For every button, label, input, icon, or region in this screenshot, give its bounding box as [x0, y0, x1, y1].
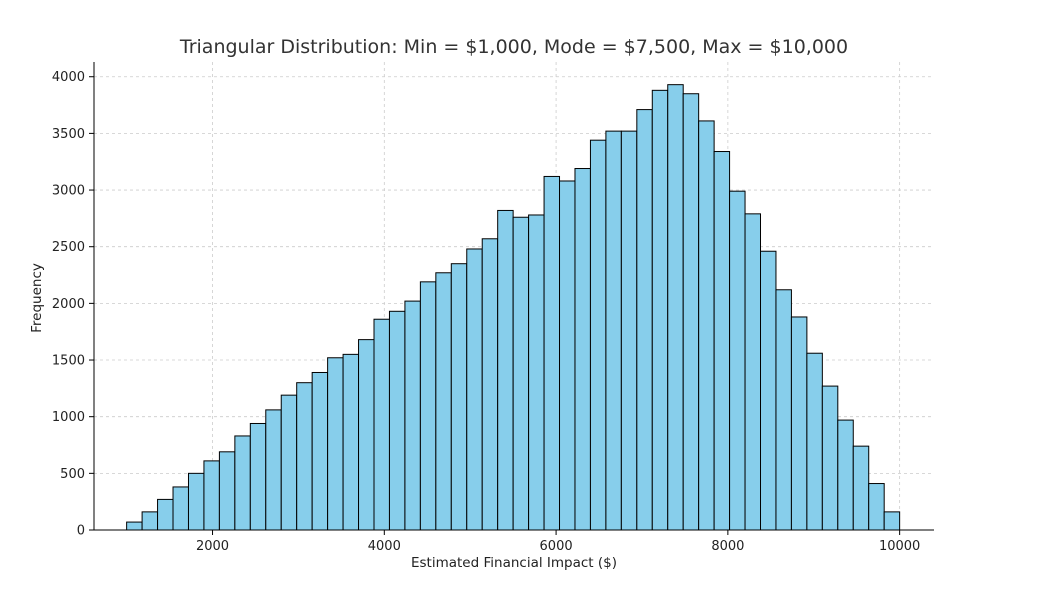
histogram-bar [651, 89, 669, 531]
histogram-bar [559, 180, 576, 531]
histogram-bar [698, 120, 715, 531]
histogram-bar [760, 250, 777, 531]
y-tick-label: 1500 [52, 354, 85, 369]
y-tick-label: 1000 [52, 410, 85, 425]
histogram-bar [790, 316, 808, 531]
y-tick-label: 2500 [52, 240, 85, 255]
histogram-bar [729, 190, 746, 531]
histogram-bar [327, 357, 344, 531]
x-tick-label: 10000 [879, 539, 920, 554]
histogram-bar [589, 139, 607, 531]
y-tick-label: 3500 [52, 127, 85, 142]
x-tick-label: 6000 [540, 539, 573, 554]
histogram-bar [528, 214, 545, 531]
histogram-bar [311, 371, 329, 531]
y-tick-label: 2000 [52, 297, 85, 312]
histogram-bar [280, 394, 298, 531]
histogram-bar [358, 339, 375, 531]
histogram-bar [203, 460, 220, 531]
y-tick-label: 4000 [52, 70, 85, 85]
histogram-bar [419, 281, 437, 531]
histogram-bar [157, 498, 174, 531]
histogram-bar [481, 238, 499, 531]
histogram-bar [497, 209, 514, 531]
histogram-bar [868, 483, 885, 531]
histogram-bar [404, 300, 421, 531]
axes: 2000 4000 6000 8000 10000 0 500 1000 1500 2000 250… [52, 62, 934, 554]
histogram-bar [744, 213, 762, 531]
histogram-bar [373, 318, 390, 531]
histogram-bars [126, 84, 901, 531]
histogram-bar [187, 472, 205, 531]
histogram-bar [852, 445, 870, 531]
histogram-bar [234, 435, 251, 531]
y-tick-label: 500 [60, 467, 85, 482]
histogram-bar [435, 272, 452, 531]
y-tick-label: 3000 [52, 184, 85, 199]
histogram-bar [574, 168, 591, 531]
histogram-bar [775, 289, 792, 531]
histogram-bar [218, 451, 236, 531]
histogram-bar [249, 422, 267, 531]
histogram-bar [126, 521, 143, 531]
histogram-bar [806, 352, 823, 531]
histogram-bar [883, 511, 901, 531]
x-tick-label: 8000 [711, 539, 744, 554]
histogram-bar [821, 385, 839, 531]
histogram-bar [605, 130, 622, 531]
histogram-bar [450, 263, 468, 531]
chart-title: Triangular Distribution: Min = $1,000, M… [179, 36, 848, 58]
histogram-bar [837, 419, 854, 531]
x-tick-label: 2000 [196, 539, 229, 554]
histogram-bar [620, 130, 638, 531]
histogram-bar [713, 151, 731, 531]
histogram-bar [636, 109, 653, 531]
histogram-bar [512, 216, 530, 531]
histogram-bar [388, 310, 406, 531]
histogram-bar [543, 175, 561, 531]
histogram-bar [172, 486, 189, 531]
y-tick-label: 0 [77, 524, 85, 539]
histogram-bar [296, 382, 313, 531]
histogram-bar [667, 84, 684, 531]
histogram-bar [265, 409, 282, 531]
x-tick-label: 4000 [368, 539, 401, 554]
x-axis-label: Estimated Financial Impact ($) [411, 555, 617, 571]
histogram-bar [682, 93, 700, 531]
histogram-bar [141, 511, 159, 531]
y-axis-label: Frequency [29, 263, 45, 333]
histogram-bar [466, 248, 483, 531]
histogram-bar [342, 353, 360, 531]
